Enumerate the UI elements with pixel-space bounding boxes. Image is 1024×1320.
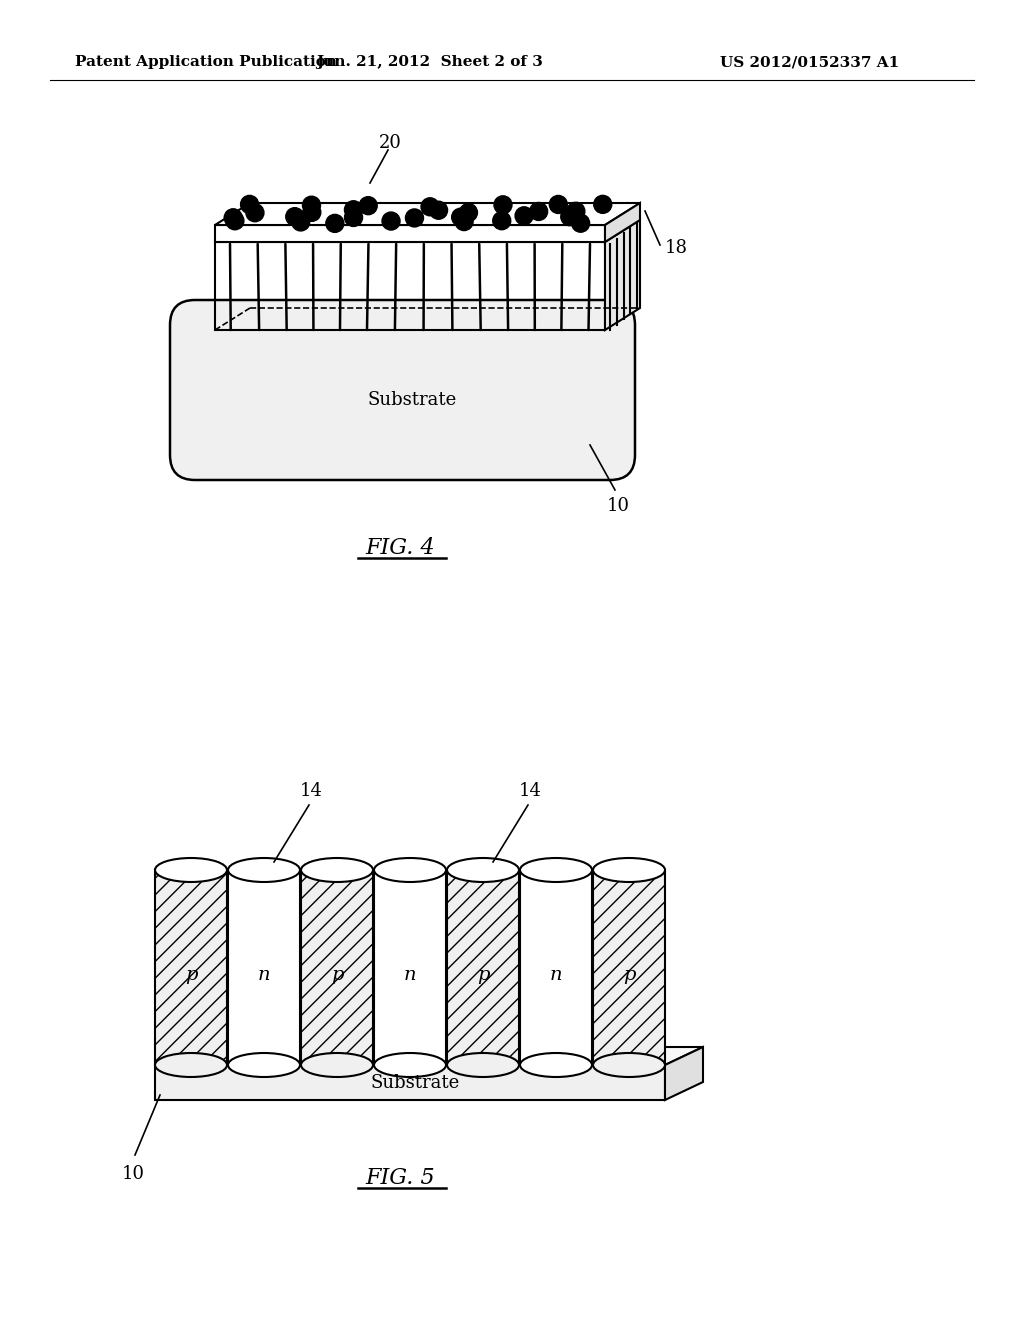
Text: p: p — [331, 966, 343, 985]
Ellipse shape — [228, 1053, 300, 1077]
Circle shape — [452, 209, 470, 226]
Polygon shape — [520, 870, 592, 1065]
Circle shape — [224, 209, 243, 227]
Polygon shape — [665, 1047, 703, 1100]
Polygon shape — [605, 220, 640, 330]
Circle shape — [571, 214, 590, 232]
Ellipse shape — [301, 1053, 373, 1077]
Circle shape — [344, 201, 362, 219]
Text: FIG. 4: FIG. 4 — [366, 537, 435, 558]
Ellipse shape — [447, 858, 519, 882]
Circle shape — [226, 211, 244, 230]
Polygon shape — [447, 870, 519, 1065]
Circle shape — [241, 195, 259, 214]
Polygon shape — [374, 870, 446, 1065]
Text: p: p — [477, 966, 489, 985]
Polygon shape — [593, 870, 665, 1065]
Circle shape — [382, 213, 400, 230]
Text: Substrate: Substrate — [368, 391, 457, 409]
Polygon shape — [215, 203, 640, 224]
Polygon shape — [301, 870, 373, 1065]
Circle shape — [561, 207, 579, 226]
Ellipse shape — [593, 858, 665, 882]
Ellipse shape — [228, 858, 300, 882]
Ellipse shape — [155, 1053, 227, 1077]
Circle shape — [529, 202, 548, 220]
Circle shape — [549, 195, 567, 214]
Circle shape — [567, 202, 585, 220]
Circle shape — [421, 198, 439, 215]
Circle shape — [493, 211, 511, 230]
Text: 20: 20 — [379, 135, 401, 152]
Polygon shape — [155, 1047, 703, 1065]
Ellipse shape — [374, 1053, 446, 1077]
Circle shape — [286, 207, 304, 226]
Text: 18: 18 — [665, 239, 688, 257]
Polygon shape — [605, 203, 640, 242]
Ellipse shape — [155, 858, 227, 882]
Text: FIG. 5: FIG. 5 — [366, 1167, 435, 1189]
Ellipse shape — [520, 1053, 592, 1077]
Text: Substrate: Substrate — [371, 1073, 460, 1092]
Circle shape — [406, 209, 424, 227]
Polygon shape — [215, 224, 605, 242]
Circle shape — [460, 203, 477, 222]
Polygon shape — [155, 1065, 665, 1100]
Circle shape — [594, 195, 611, 214]
Circle shape — [344, 209, 362, 227]
Ellipse shape — [301, 858, 373, 882]
Ellipse shape — [593, 1053, 665, 1077]
Circle shape — [326, 214, 344, 232]
Text: n: n — [403, 966, 416, 985]
Circle shape — [455, 213, 473, 231]
Circle shape — [515, 207, 534, 224]
Text: 14: 14 — [518, 781, 542, 800]
Text: Jun. 21, 2012  Sheet 2 of 3: Jun. 21, 2012 Sheet 2 of 3 — [316, 55, 544, 69]
Text: 14: 14 — [300, 781, 323, 800]
Polygon shape — [228, 870, 300, 1065]
FancyBboxPatch shape — [170, 300, 635, 480]
Circle shape — [292, 213, 309, 231]
Ellipse shape — [447, 1053, 519, 1077]
Circle shape — [302, 197, 321, 214]
Circle shape — [429, 201, 447, 219]
Circle shape — [494, 195, 512, 214]
Circle shape — [246, 203, 264, 222]
Text: p: p — [623, 966, 635, 985]
Text: n: n — [258, 966, 270, 985]
Polygon shape — [155, 870, 227, 1065]
Text: Patent Application Publication: Patent Application Publication — [75, 55, 337, 69]
Circle shape — [303, 203, 321, 222]
Text: 10: 10 — [606, 498, 630, 515]
Text: n: n — [550, 966, 562, 985]
Circle shape — [359, 197, 377, 215]
Text: 10: 10 — [122, 1166, 144, 1183]
Text: p: p — [184, 966, 198, 985]
Ellipse shape — [520, 858, 592, 882]
Text: US 2012/0152337 A1: US 2012/0152337 A1 — [720, 55, 899, 69]
Ellipse shape — [374, 858, 446, 882]
